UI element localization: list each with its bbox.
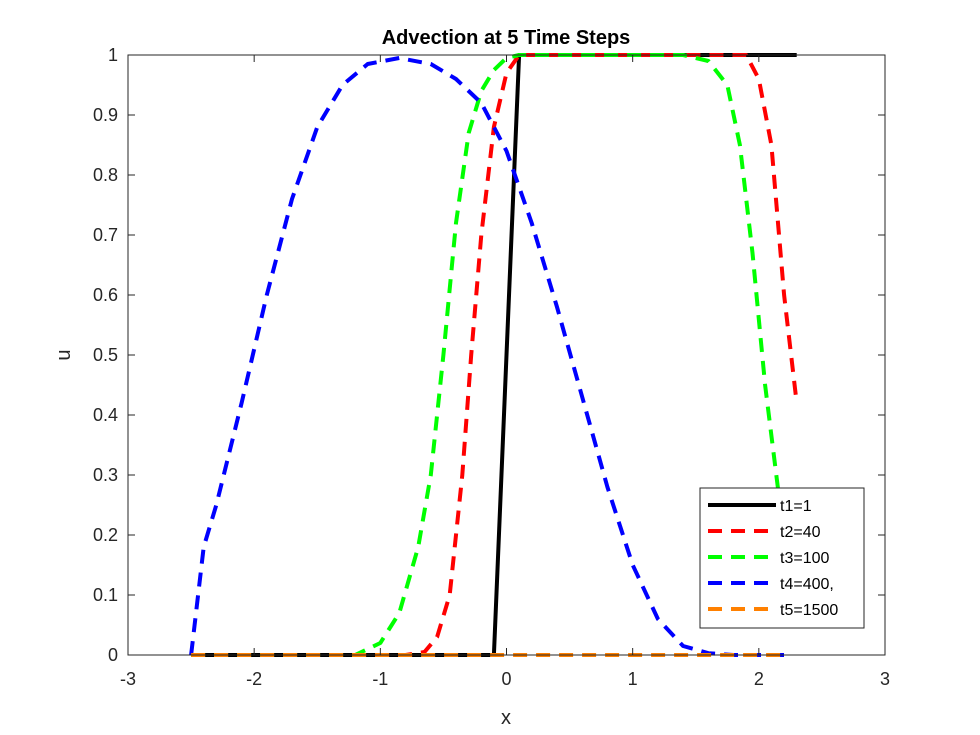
y-tick-label: 0.9: [93, 105, 118, 125]
y-tick-label: 0.4: [93, 405, 118, 425]
series-line-2: [191, 53, 799, 657]
x-tick-label: -2: [246, 669, 262, 689]
legend-label-5: t5=1500: [780, 602, 838, 619]
x-tick-label: 2: [754, 669, 764, 689]
y-tick-label: 0.8: [93, 165, 118, 185]
y-tick-label: 0.5: [93, 345, 118, 365]
x-tick-label: 3: [880, 669, 890, 689]
series-line-4: [189, 56, 785, 657]
x-tick-label: 0: [501, 669, 511, 689]
y-tick-label: 0.1: [93, 585, 118, 605]
legend-label-1: t1=1: [780, 498, 812, 515]
legend: t1=1 t2=40 t3=100 t4=400, t5=1500: [699, 487, 865, 629]
legend-label-3: t3=100: [780, 550, 829, 567]
legend-label-4: t4=400,: [780, 576, 834, 593]
y-tick-label: 0.2: [93, 525, 118, 545]
legend-box: [699, 487, 865, 629]
x-tick-label: -3: [120, 669, 136, 689]
y-tick-label: 0.3: [93, 465, 118, 485]
y-axis-label: u: [53, 349, 75, 360]
x-axis-label: x: [501, 707, 511, 729]
x-tick-label: -1: [372, 669, 388, 689]
y-tick-label: 0.7: [93, 225, 118, 245]
legend-label-2: t2=40: [780, 524, 821, 541]
axes: -3 -2 -1 0 1 2 3 0 0.1 0.2 0.3 0.4 0.5 0.6 0.7 0.8 0.9 1: [93, 45, 890, 689]
x-tick-label: 1: [628, 669, 638, 689]
y-tick-label: 0.6: [93, 285, 118, 305]
y-tick-label: 0: [108, 645, 118, 665]
chart-title: Advection at 5 Time Steps: [382, 27, 631, 49]
y-tick-label: 1: [108, 45, 118, 65]
series-line-3: [191, 53, 793, 657]
